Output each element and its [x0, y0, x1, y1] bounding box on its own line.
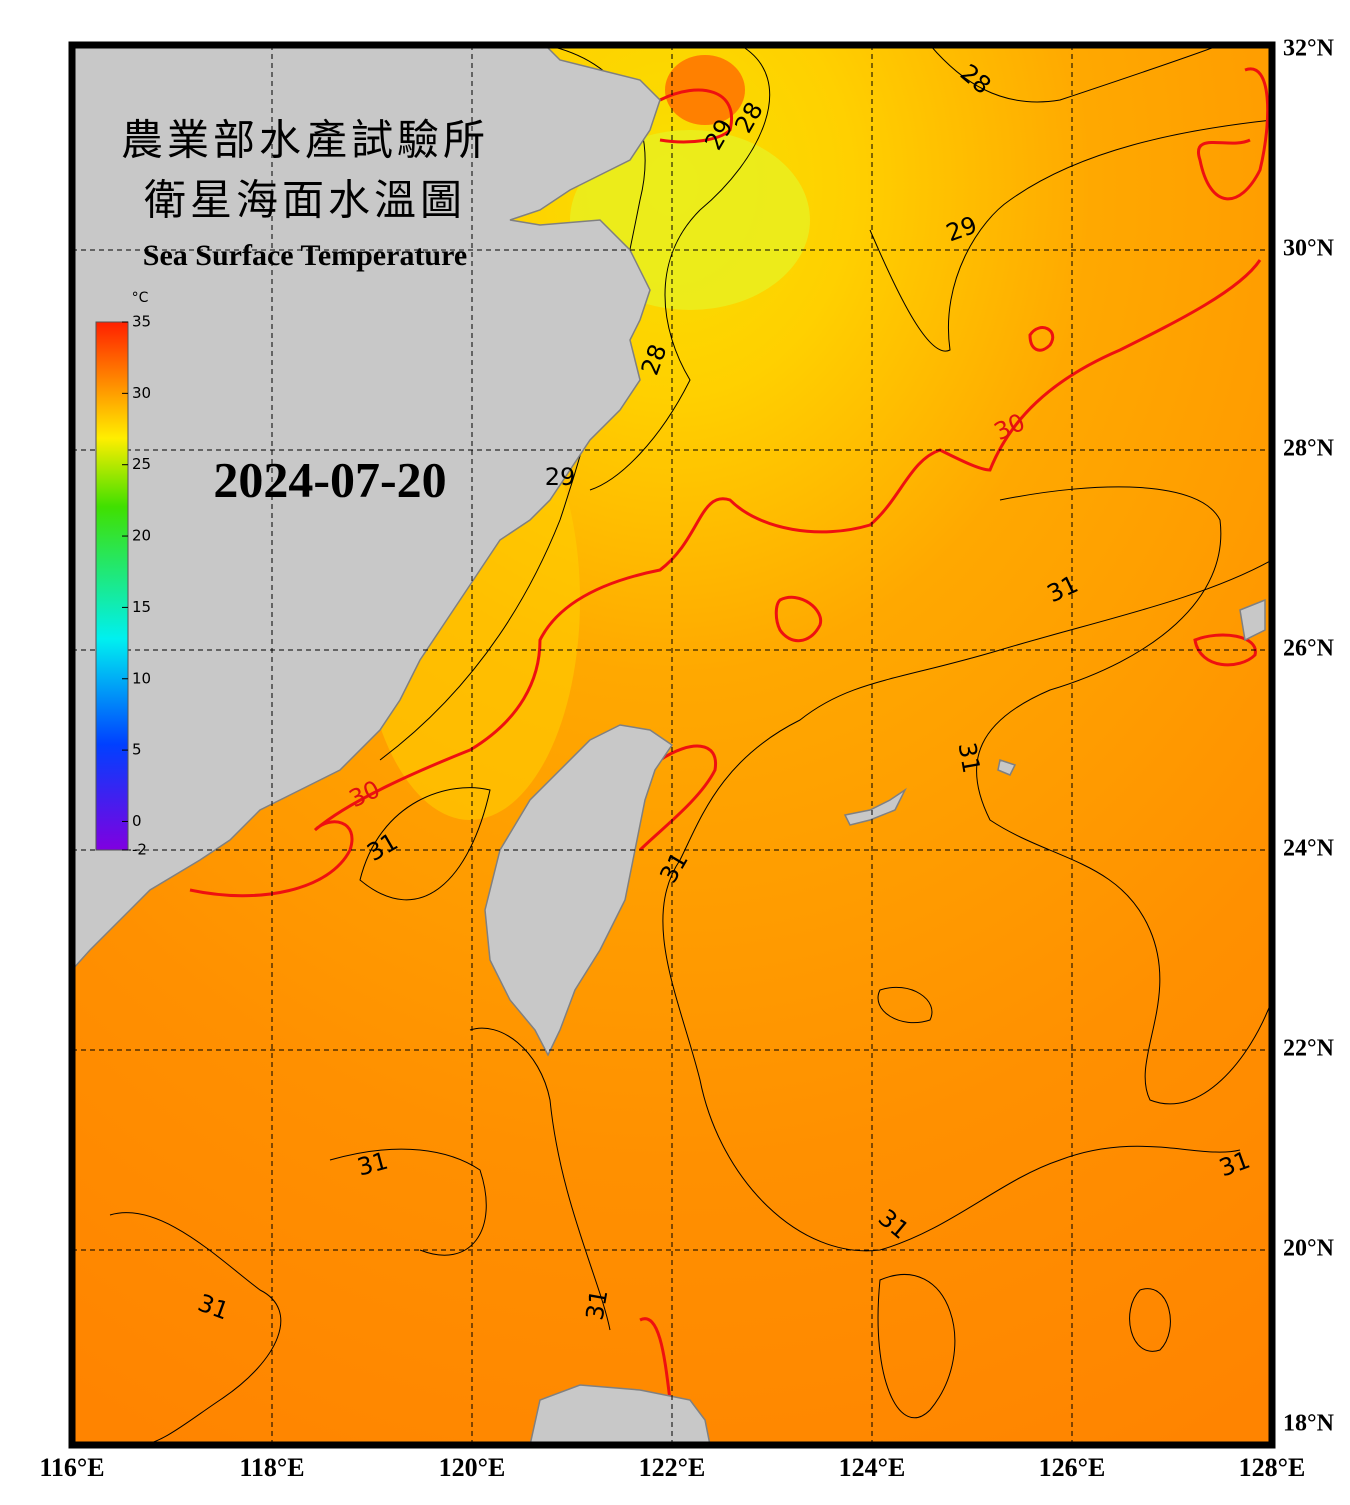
lat-label: 30°N [1283, 236, 1335, 262]
colorbar-unit: °C [132, 290, 149, 306]
colorbar-tick-label: 10 [132, 669, 151, 687]
lat-label: 22°N [1283, 1036, 1335, 1062]
lat-label: 32°N [1283, 36, 1335, 62]
title-en: Sea Surface Temperature [143, 239, 467, 272]
lon-label: 126°E [1039, 1453, 1106, 1482]
date: 2024-07-20 [213, 451, 446, 507]
colorbar-tick-label: -2 [132, 841, 147, 859]
lon-label: 116°E [39, 1453, 104, 1482]
colorbar-tick-label: 20 [132, 527, 151, 545]
lat-label: 26°N [1283, 636, 1335, 662]
lon-label: 124°E [839, 1453, 906, 1482]
map-frame [68, 41, 1276, 1449]
lat-label: 24°N [1283, 836, 1335, 862]
lat-label: 20°N [1283, 1236, 1335, 1262]
title-zh: 衛星海面水溫圖 [144, 179, 466, 225]
land [72, 45, 1266, 1445]
lat-label: 28°N [1283, 436, 1335, 462]
lat-label: 18°N [1283, 1411, 1335, 1437]
colorbar [95, 321, 129, 851]
contour-label: 31 [953, 740, 986, 775]
colorbar-tick-label: 30 [132, 384, 151, 402]
colorbar-tick-label: 0 [132, 812, 142, 830]
isotherm-30 [189, 67, 1270, 1445]
colorbar-tick-label: 35 [132, 313, 151, 331]
graticule [72, 45, 1272, 1445]
title-zh: 農業部水產試驗所 [121, 118, 489, 165]
colorbar-tick-label: 15 [132, 598, 151, 616]
contour-label: 29 [545, 463, 576, 491]
colorbar-tick-label: 25 [132, 455, 151, 473]
axis-labels: 116°E 118°E 120°E 122°E 124°E 126°E 128°E 18°N 2… [39, 36, 1334, 1482]
lon-label: 118°E [239, 1453, 304, 1482]
lon-label: 128°E [1239, 1453, 1306, 1482]
lon-label: 120°E [439, 1453, 506, 1482]
contour-label: 31 [581, 1287, 614, 1322]
colorbar-tick-label: 5 [132, 741, 142, 759]
lon-label: 122°E [639, 1453, 706, 1482]
colorbar-ticks: -2 0 5 10 15 20 25 30 35 [122, 313, 151, 859]
